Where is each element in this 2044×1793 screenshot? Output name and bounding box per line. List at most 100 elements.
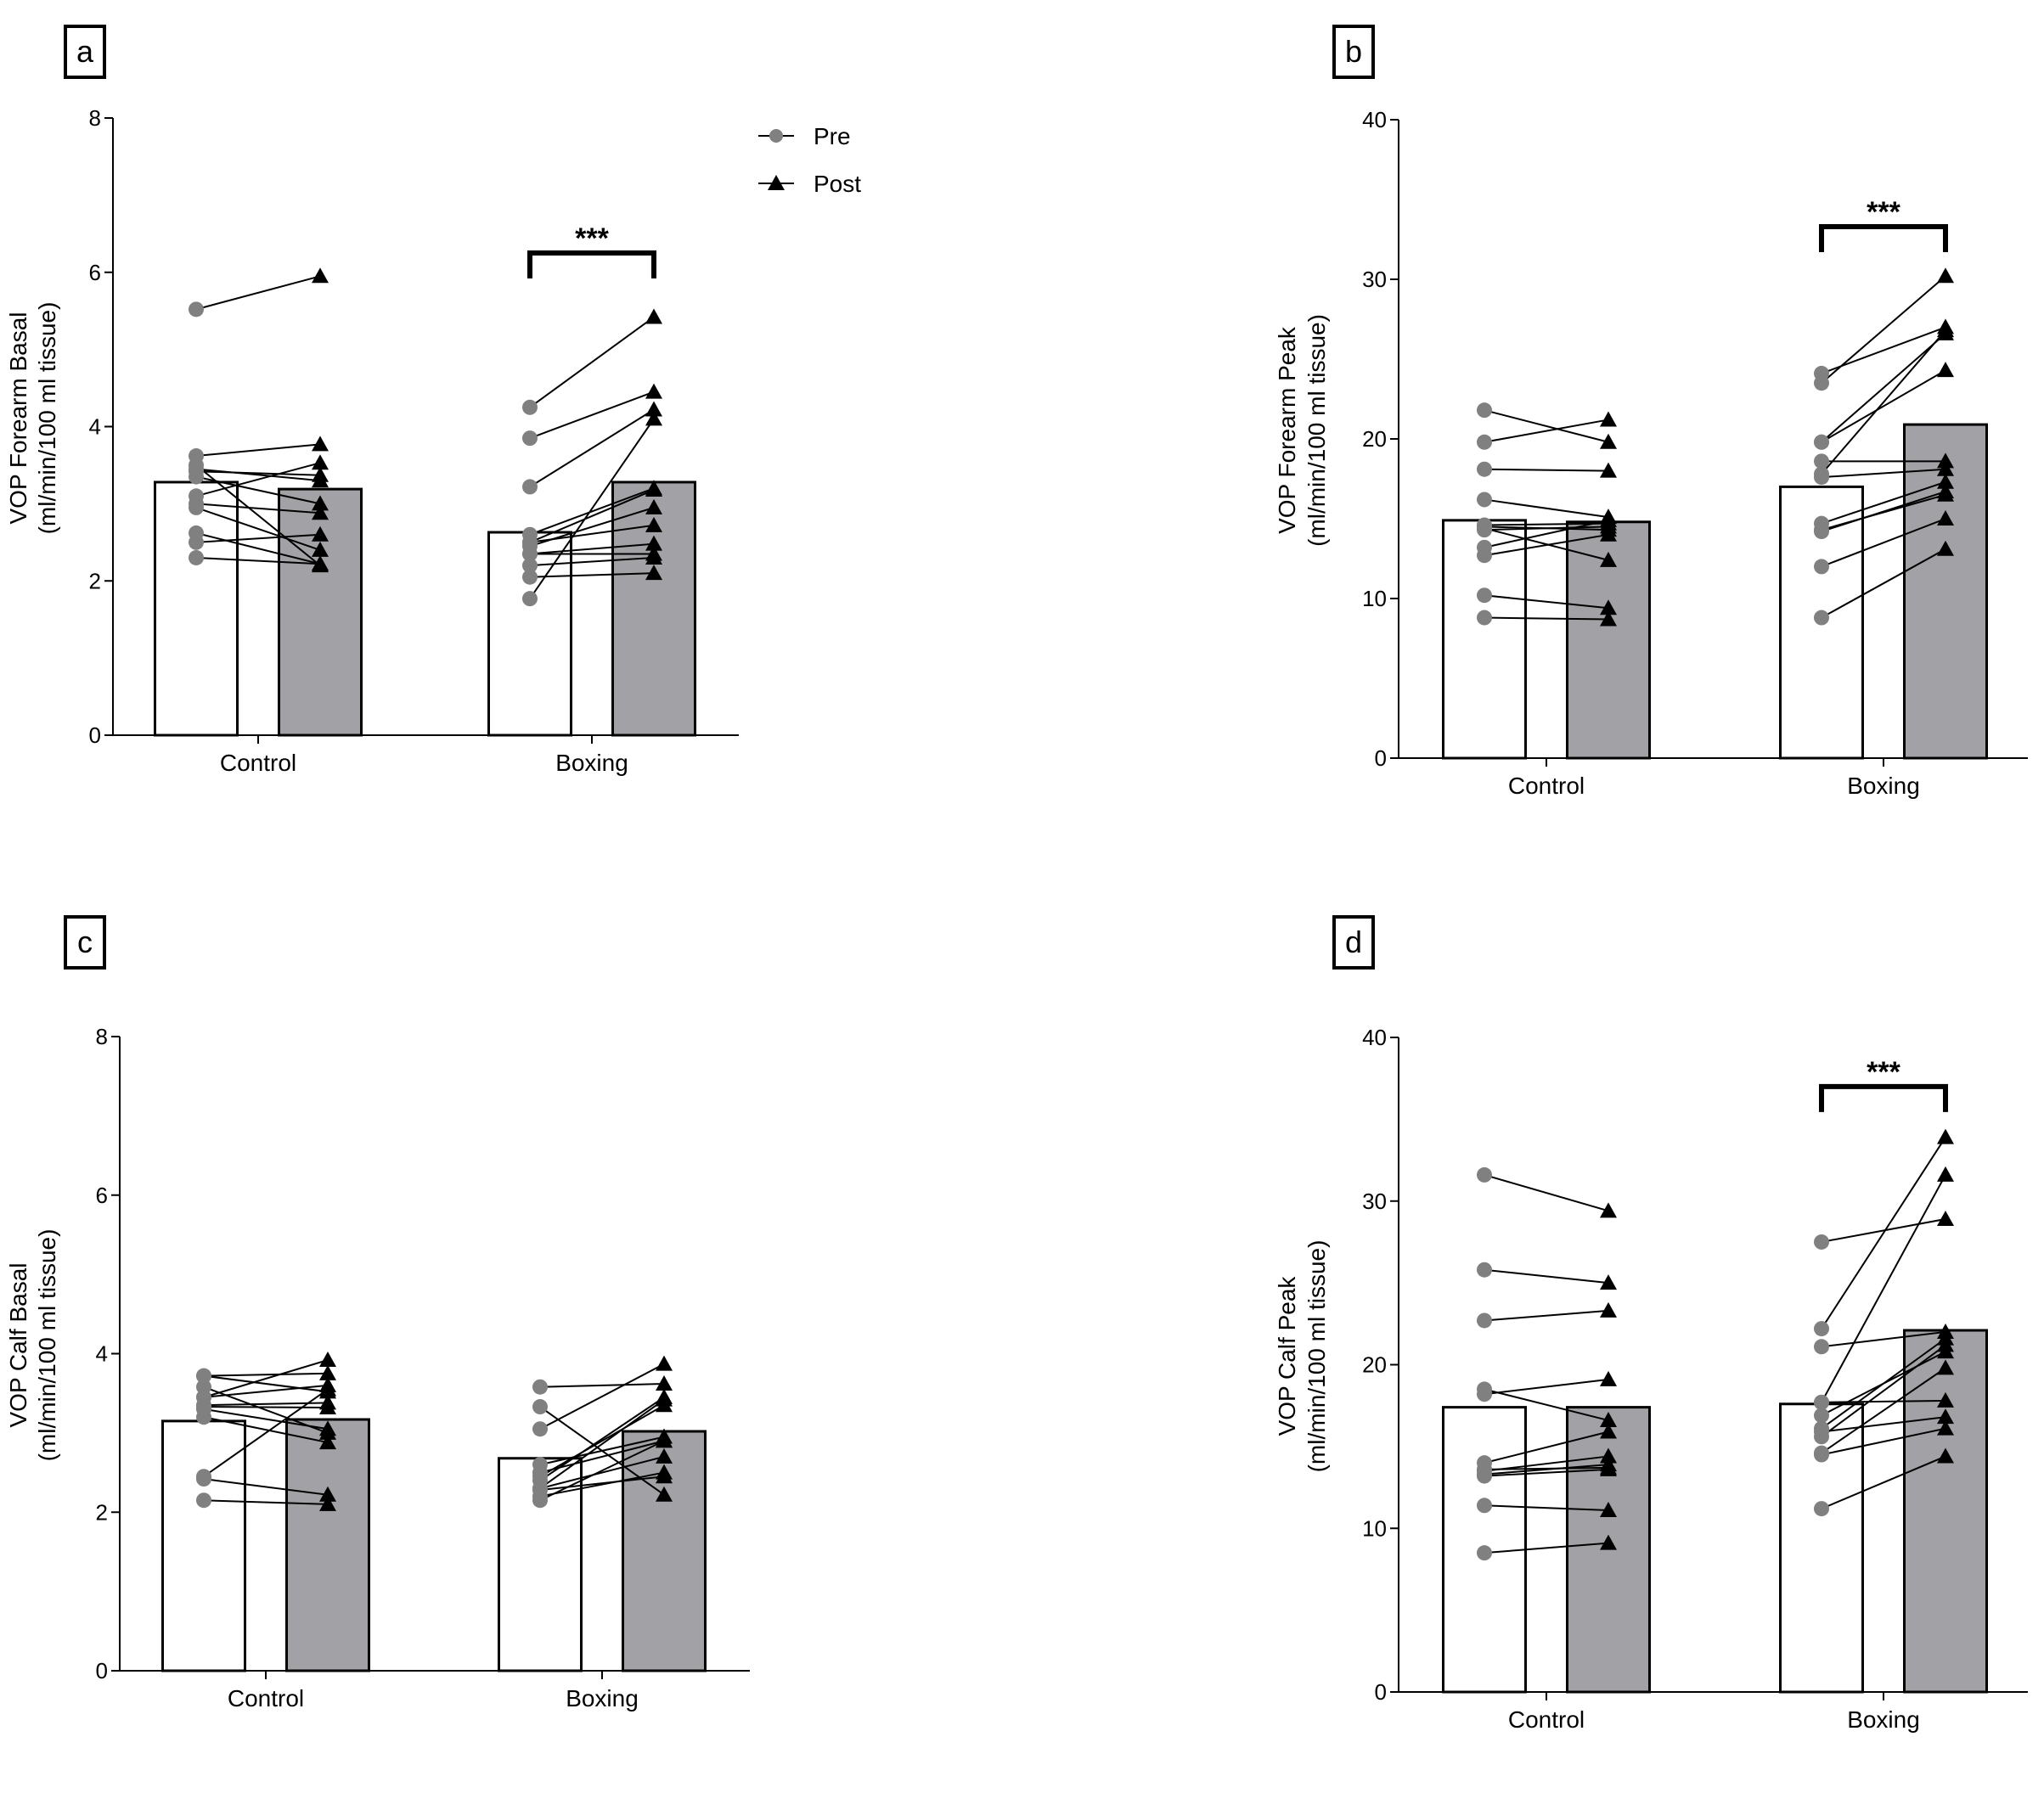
pair-line — [195, 531, 321, 565]
pair-line — [1484, 1466, 1609, 1470]
pair-line — [1821, 1344, 1946, 1438]
post-point — [1600, 411, 1617, 427]
significance-label: *** — [575, 222, 609, 255]
panel-label: c — [77, 925, 93, 959]
post-point — [1600, 462, 1617, 478]
legend-post-marker — [768, 175, 785, 190]
pair-line — [203, 1384, 329, 1398]
pair-line — [1484, 526, 1609, 531]
panel-label: a — [76, 34, 94, 69]
pre-point — [189, 534, 204, 550]
pair-line — [1484, 1268, 1609, 1284]
post-point — [1600, 1447, 1617, 1464]
pre-point — [189, 469, 204, 485]
y-axis-label: VOP Forearm Basal — [5, 312, 31, 524]
pre-point — [1814, 469, 1829, 486]
y-tick-label: 40 — [1362, 107, 1387, 132]
y-axis-label-units: (ml/min/100 ml tissue) — [1304, 314, 1330, 547]
panel-label: d — [1345, 925, 1362, 959]
pre-point — [522, 591, 538, 607]
pair-line — [195, 503, 321, 514]
pair-line — [1821, 1427, 1946, 1456]
pair-line — [1821, 1367, 1946, 1454]
pre-point — [1814, 559, 1829, 575]
post-point — [645, 535, 662, 551]
post-point — [312, 436, 329, 452]
y-tick-label: 30 — [1362, 1189, 1387, 1214]
y-tick-label: 4 — [96, 1341, 108, 1367]
pair-line — [1821, 329, 1946, 475]
post-point — [319, 1495, 336, 1511]
legend-pre-label: Pre — [814, 123, 851, 149]
pre-point — [189, 301, 204, 318]
pre-point — [522, 534, 538, 550]
post-point — [312, 526, 329, 542]
post-point — [1937, 267, 1954, 284]
y-tick-label: 8 — [89, 105, 101, 131]
post-point — [1937, 452, 1954, 469]
pre-point — [1477, 461, 1492, 477]
post-point — [1937, 1210, 1954, 1226]
y-axis-label: VOP Forearm Peak — [1274, 326, 1300, 534]
pre-point — [1477, 1166, 1492, 1183]
y-tick-label: 6 — [96, 1183, 108, 1208]
significance-bracket — [527, 250, 656, 279]
post-point — [1600, 599, 1617, 615]
pair-line — [203, 1478, 329, 1496]
post-point — [1937, 1359, 1954, 1375]
post-point — [1600, 1274, 1617, 1290]
panel-a: a 0 2 4 6 8 Control Boxing VOP Forearm Basal (ml/… — [5, 25, 739, 776]
post-point — [1937, 1128, 1954, 1144]
legend-post-label: Post — [814, 171, 861, 197]
bar-pre-control — [161, 1419, 246, 1672]
pre-point — [522, 546, 538, 562]
post-point — [1600, 1423, 1617, 1439]
post-point — [1600, 518, 1617, 534]
pair-line — [203, 1406, 329, 1408]
pre-point — [1477, 548, 1492, 564]
pair-line — [1821, 1217, 1946, 1243]
post-point — [645, 548, 662, 565]
pair-line — [203, 1374, 329, 1393]
pre-point — [522, 558, 538, 574]
post-point — [312, 541, 329, 557]
post-point — [312, 466, 329, 482]
pair-line — [1821, 1337, 1946, 1430]
post-point — [319, 1398, 336, 1414]
x-tick-label: Boxing — [555, 750, 628, 776]
panel-b: b 0 10 20 30 40 Control Boxing VOP Forearm Peak(… — [1274, 25, 2028, 799]
pair-line — [195, 533, 321, 543]
post-point — [645, 516, 662, 532]
pre-point — [1814, 1394, 1829, 1410]
pair-line — [1821, 1455, 1946, 1510]
pair-line — [1484, 1542, 1609, 1554]
pair-line — [539, 1471, 665, 1498]
bar-post-boxing — [1903, 1329, 1988, 1694]
pair-line — [1821, 1330, 1946, 1348]
pre-point — [189, 549, 204, 565]
post-point — [312, 267, 329, 284]
pair-line — [203, 1372, 329, 1377]
pre-point — [196, 1492, 211, 1509]
pre-point — [532, 1421, 548, 1437]
panel-label-box — [64, 915, 106, 970]
pair-line — [1484, 1468, 1609, 1477]
post-point — [1937, 1166, 1954, 1182]
post-point — [1600, 1534, 1617, 1550]
pair-line — [529, 556, 655, 567]
panel-label: b — [1345, 34, 1362, 69]
pair-line — [529, 391, 655, 440]
pre-point — [1814, 1321, 1829, 1337]
pair-line — [1484, 1430, 1609, 1464]
y-tick-label: 8 — [96, 1024, 108, 1049]
pre-point — [1477, 1386, 1492, 1402]
bar-pre-control — [154, 481, 239, 737]
y-tick-label: 4 — [89, 414, 101, 440]
significance-label: *** — [1867, 1056, 1900, 1088]
x-tick-label: Control — [1508, 773, 1585, 799]
post-point — [645, 401, 662, 417]
post-point — [1937, 1419, 1954, 1436]
panel-d: d 0 10 20 30 40 Control Boxing VOP Calf Peak (ml/… — [1274, 915, 2028, 1733]
post-point — [656, 1486, 673, 1502]
pre-point — [522, 399, 538, 415]
